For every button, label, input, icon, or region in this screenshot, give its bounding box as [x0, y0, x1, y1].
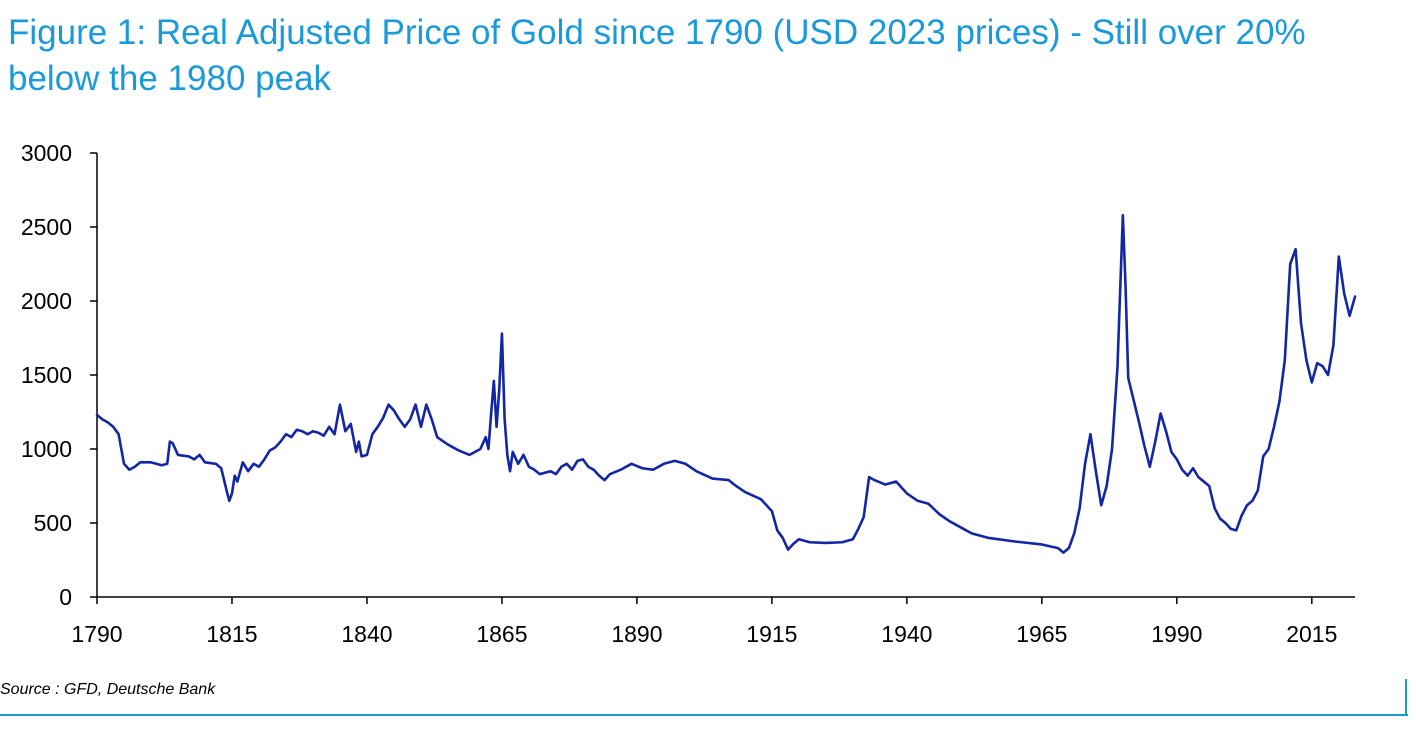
footer-corner-mark [1405, 679, 1407, 716]
footer-divider [0, 714, 1408, 716]
axes [96, 153, 1355, 598]
y-tick-label: 2000 [21, 288, 72, 314]
x-tick-label: 1890 [611, 621, 662, 647]
series-group [95, 213, 1357, 554]
y-tick-label: 0 [59, 584, 72, 610]
x-tick-label: 2015 [1286, 621, 1337, 647]
chart-title: Figure 1: Real Adjusted Price of Gold si… [8, 13, 1306, 98]
ticks: 0 500 1000 1500 2000 2500 3000 1790 1815 1840 1865… [21, 140, 1338, 647]
y-tick-label: 3000 [21, 140, 72, 166]
y-tick-label: 500 [34, 510, 72, 536]
x-tick-label: 1940 [881, 621, 932, 647]
x-tick-label: 1865 [476, 621, 527, 647]
y-tick-label: 1000 [21, 436, 72, 462]
x-tick-label: 1790 [71, 621, 122, 647]
x-tick-label: 1965 [1016, 621, 1067, 647]
y-tick-label: 2500 [21, 214, 72, 240]
y-tick-label: 1500 [21, 362, 72, 388]
x-tick-label: 1815 [206, 621, 257, 647]
x-tick-label: 1990 [1151, 621, 1202, 647]
series-line [95, 213, 1357, 554]
x-tick-label: 1915 [746, 621, 797, 647]
source-note: Source : GFD, Deutsche Bank [0, 681, 216, 698]
x-tick-label: 1840 [341, 621, 392, 647]
